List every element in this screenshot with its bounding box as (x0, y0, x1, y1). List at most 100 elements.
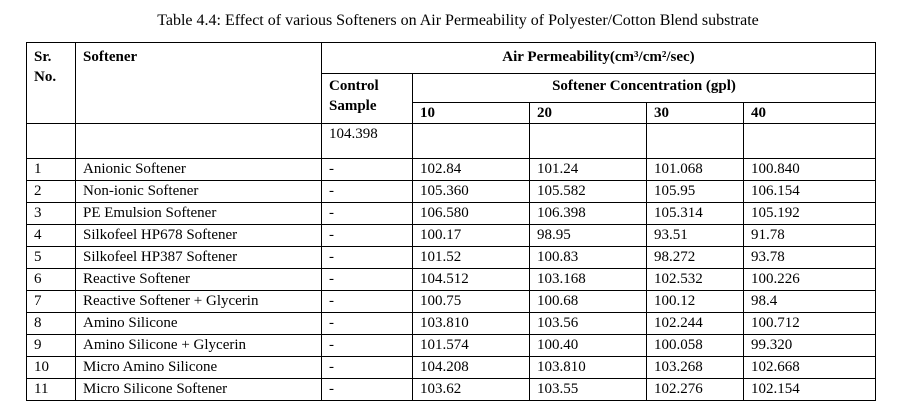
table-row: 7 Reactive Softener + Glycerin -100.75 100.… (26, 290, 876, 313)
sr-no-cell: 7 (26, 290, 76, 313)
control-cell: - (321, 290, 413, 313)
table-row: 10 Micro Amino Silicone -104.208 103.810 103… (26, 356, 876, 379)
conc-10-cell: 103.810 (412, 312, 530, 335)
conc-20-cell: 103.810 (529, 356, 647, 379)
air-permeability-header: Air Permeability(cm³/cm²/sec) (321, 42, 876, 74)
conc-10-cell: 104.208 (412, 356, 530, 379)
conc-10-cell: 101.52 (412, 246, 530, 269)
conc-30-cell: 103.268 (646, 356, 744, 379)
softener-name-cell: Amino Silicone (75, 312, 322, 335)
conc-40-header: 40 (743, 102, 876, 124)
conc-30-cell: 105.314 (646, 202, 744, 225)
softener-name-cell: Silkofeel HP678 Softener (75, 224, 322, 247)
conc-30-cell: 102.244 (646, 312, 744, 335)
conc-40-cell: 98.4 (743, 290, 876, 313)
conc-20-cell: 103.55 (529, 378, 647, 401)
conc-20-cell: 101.24 (529, 158, 647, 181)
table-row: 1 Anionic Softener -102.84 101.24 101.068 100… (26, 158, 876, 181)
softener-name-cell: Anionic Softener (75, 158, 322, 181)
conc-30-cell: 93.51 (646, 224, 744, 247)
control-cell: - (321, 202, 413, 225)
sr-no-cell: 10 (26, 356, 76, 379)
softener-name-cell: Reactive Softener + Glycerin (75, 290, 322, 313)
conc-10-cell: 104.512 (412, 268, 530, 291)
control-row: 104.398 (26, 123, 876, 159)
conc-10-cell: 106.580 (412, 202, 530, 225)
sr-no-cell: 11 (26, 378, 76, 401)
table-row: 8 Amino Silicone -103.810 103.56 102.244 100.… (26, 312, 876, 335)
conc-40-cell: 102.154 (743, 378, 876, 401)
table-cell (743, 123, 876, 159)
sr-no-cell: 2 (26, 180, 76, 203)
softener-concentration-header: Softener Concentration (gpl) (412, 73, 876, 103)
control-cell: - (321, 378, 413, 401)
table-caption: Table 4.4: Effect of various Softeners o… (157, 12, 759, 29)
table-cell (26, 123, 76, 159)
conc-10-header: 10 (412, 102, 530, 124)
conc-30-cell: 102.532 (646, 268, 744, 291)
control-cell: - (321, 246, 413, 269)
conc-30-cell: 98.272 (646, 246, 744, 269)
table-cell (529, 123, 647, 159)
conc-20-cell: 105.582 (529, 180, 647, 203)
conc-10-cell: 102.84 (412, 158, 530, 181)
conc-40-cell: 93.78 (743, 246, 876, 269)
conc-40-cell: 100.712 (743, 312, 876, 335)
conc-10-cell: 105.360 (412, 180, 530, 203)
table-cell (646, 123, 744, 159)
control-sample-header: Control Sample (321, 73, 413, 124)
softener-name-cell: Non-ionic Softener (75, 180, 322, 203)
air-permeability-table: Sr. No. Softener Air Permeability(cm³/cm… (26, 42, 876, 401)
conc-30-cell: 105.95 (646, 180, 744, 203)
conc-40-cell: 99.320 (743, 334, 876, 357)
table-row: 11 Micro Silicone Softener -103.62 103.55 10… (26, 378, 876, 401)
conc-30-header: 30 (646, 102, 744, 124)
conc-30-cell: 100.058 (646, 334, 744, 357)
conc-10-cell: 100.17 (412, 224, 530, 247)
control-cell: - (321, 180, 413, 203)
control-cell: - (321, 158, 413, 181)
conc-30-cell: 102.276 (646, 378, 744, 401)
table-row: 5 Silkofeel HP387 Softener -101.52 100.83 98… (26, 246, 876, 269)
conc-40-cell: 100.840 (743, 158, 876, 181)
sr-no-cell: 3 (26, 202, 76, 225)
conc-40-cell: 106.154 (743, 180, 876, 203)
control-value: 104.398 (321, 123, 413, 159)
conc-40-cell: 91.78 (743, 224, 876, 247)
conc-40-cell: 105.192 (743, 202, 876, 225)
softener-name-cell: Micro Silicone Softener (75, 378, 322, 401)
sr-no-cell: 4 (26, 224, 76, 247)
table-row: 2 Non-ionic Softener -105.360 105.582 105.95… (26, 180, 876, 203)
conc-30-cell: 100.12 (646, 290, 744, 313)
sr-no-cell: 6 (26, 268, 76, 291)
conc-20-cell: 100.83 (529, 246, 647, 269)
conc-10-cell: 100.75 (412, 290, 530, 313)
sr-no-header: Sr. No. (26, 42, 76, 124)
control-cell: - (321, 268, 413, 291)
control-cell: - (321, 356, 413, 379)
conc-20-header: 20 (529, 102, 647, 124)
conc-40-cell: 100.226 (743, 268, 876, 291)
table-row: 6 Reactive Softener -104.512 103.168 102.532… (26, 268, 876, 291)
softener-name-cell: Amino Silicone + Glycerin (75, 334, 322, 357)
conc-30-cell: 101.068 (646, 158, 744, 181)
table-cell (75, 123, 322, 159)
softener-name-cell: Silkofeel HP387 Softener (75, 246, 322, 269)
sr-no-cell: 9 (26, 334, 76, 357)
conc-10-cell: 101.574 (412, 334, 530, 357)
conc-20-cell: 100.40 (529, 334, 647, 357)
control-cell: - (321, 334, 413, 357)
softener-name-cell: PE Emulsion Softener (75, 202, 322, 225)
conc-20-cell: 98.95 (529, 224, 647, 247)
conc-20-cell: 103.56 (529, 312, 647, 335)
sr-no-cell: 5 (26, 246, 76, 269)
table-row: 4 Silkofeel HP678 Softener -100.17 98.95 93.… (26, 224, 876, 247)
conc-20-cell: 106.398 (529, 202, 647, 225)
control-cell: - (321, 224, 413, 247)
table-cell (412, 123, 530, 159)
softener-name-cell: Micro Amino Silicone (75, 356, 322, 379)
conc-20-cell: 103.168 (529, 268, 647, 291)
softener-name-cell: Reactive Softener (75, 268, 322, 291)
control-cell: - (321, 312, 413, 335)
table-row: 3 PE Emulsion Softener -106.580 106.398 105.… (26, 202, 876, 225)
